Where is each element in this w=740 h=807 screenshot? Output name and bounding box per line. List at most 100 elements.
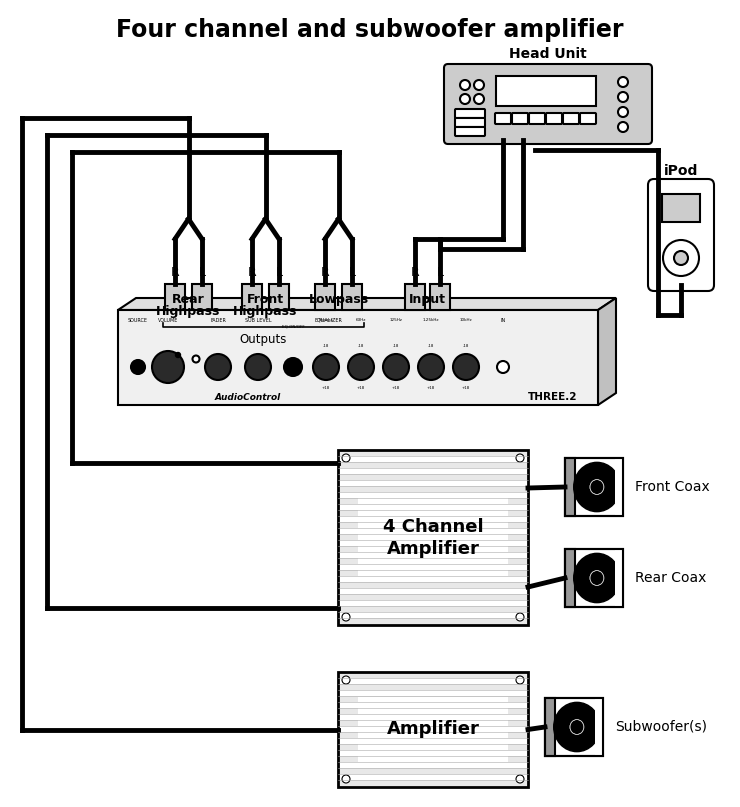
Bar xyxy=(338,498,528,504)
Text: Rear Coax: Rear Coax xyxy=(635,571,707,585)
Text: R: R xyxy=(171,266,179,279)
Bar xyxy=(338,570,528,576)
Bar xyxy=(338,564,528,570)
Circle shape xyxy=(453,354,479,380)
Text: L: L xyxy=(349,266,355,279)
FancyBboxPatch shape xyxy=(529,113,545,124)
Bar xyxy=(615,549,623,607)
Circle shape xyxy=(618,77,628,87)
Bar xyxy=(338,684,528,690)
Bar xyxy=(338,594,528,600)
Circle shape xyxy=(516,775,524,783)
Circle shape xyxy=(245,354,271,380)
Bar xyxy=(342,284,362,310)
Bar xyxy=(338,552,528,558)
FancyBboxPatch shape xyxy=(455,118,485,127)
FancyBboxPatch shape xyxy=(563,113,579,124)
Bar xyxy=(565,458,623,516)
Text: Outputs: Outputs xyxy=(240,333,287,346)
Bar xyxy=(615,458,623,516)
Ellipse shape xyxy=(574,462,620,512)
Bar xyxy=(565,458,623,516)
Bar xyxy=(338,450,528,625)
Bar xyxy=(338,714,528,720)
Text: -18: -18 xyxy=(323,344,329,348)
Circle shape xyxy=(474,80,484,90)
Circle shape xyxy=(284,358,302,376)
Bar xyxy=(338,702,528,708)
Text: -18: -18 xyxy=(358,344,364,348)
Bar xyxy=(358,697,508,762)
Bar xyxy=(565,549,623,607)
Bar xyxy=(545,698,603,756)
Text: Front Coax: Front Coax xyxy=(635,480,710,494)
Circle shape xyxy=(348,354,374,380)
Text: 4 Channel: 4 Channel xyxy=(383,519,483,537)
Text: Four channel and subwoofer amplifier: Four channel and subwoofer amplifier xyxy=(116,18,624,42)
Text: AudioControl: AudioControl xyxy=(215,392,281,402)
Bar xyxy=(338,582,528,588)
Text: -18: -18 xyxy=(428,344,434,348)
Bar xyxy=(165,284,185,310)
Text: SUB LEVEL: SUB LEVEL xyxy=(245,318,272,323)
Bar xyxy=(565,549,575,607)
Bar xyxy=(358,495,508,580)
Text: +18: +18 xyxy=(357,386,365,390)
Circle shape xyxy=(342,676,350,684)
Circle shape xyxy=(342,613,350,621)
Bar xyxy=(545,698,555,756)
Text: EQ ON/OFF: EQ ON/OFF xyxy=(282,325,304,329)
Bar xyxy=(338,738,528,744)
Bar xyxy=(338,492,528,498)
Bar xyxy=(338,690,528,696)
Bar xyxy=(338,588,528,594)
Circle shape xyxy=(152,351,184,383)
Circle shape xyxy=(192,356,200,362)
Bar xyxy=(565,549,623,607)
Bar xyxy=(338,756,528,762)
Text: Subwoofer(s): Subwoofer(s) xyxy=(615,720,707,734)
Bar xyxy=(315,284,335,310)
Text: Lowpass: Lowpass xyxy=(309,293,369,306)
Circle shape xyxy=(175,353,181,358)
Text: Rear: Rear xyxy=(172,293,205,306)
Text: 63Hz: 63Hz xyxy=(356,318,366,322)
Bar xyxy=(338,780,528,786)
Bar xyxy=(338,774,528,780)
Bar xyxy=(338,516,528,522)
Circle shape xyxy=(663,240,699,276)
Bar xyxy=(595,698,603,756)
Text: -18: -18 xyxy=(393,344,399,348)
Text: Amplifier: Amplifier xyxy=(386,721,480,738)
Bar xyxy=(405,284,425,310)
Text: +18: +18 xyxy=(322,386,330,390)
Circle shape xyxy=(474,94,484,104)
Circle shape xyxy=(460,80,470,90)
Text: +18: +18 xyxy=(427,386,435,390)
Bar xyxy=(338,480,528,486)
Bar xyxy=(338,558,528,564)
Bar xyxy=(338,468,528,474)
Bar xyxy=(338,462,528,468)
Circle shape xyxy=(460,94,470,104)
Circle shape xyxy=(516,676,524,684)
Circle shape xyxy=(618,122,628,132)
Text: SOURCE: SOURCE xyxy=(128,318,148,323)
Bar xyxy=(545,698,603,756)
Circle shape xyxy=(618,107,628,117)
Bar xyxy=(338,504,528,510)
Bar xyxy=(338,474,528,480)
Text: FADER: FADER xyxy=(210,318,226,323)
Bar xyxy=(338,486,528,492)
Circle shape xyxy=(516,613,524,621)
Text: THREE.2: THREE.2 xyxy=(528,392,578,402)
Circle shape xyxy=(674,251,688,265)
FancyBboxPatch shape xyxy=(455,109,485,118)
Bar xyxy=(338,768,528,774)
Text: Amplifier: Amplifier xyxy=(386,541,480,558)
Text: R: R xyxy=(411,266,420,279)
Bar xyxy=(338,672,528,787)
Bar xyxy=(338,750,528,756)
Ellipse shape xyxy=(574,554,620,603)
Text: IN: IN xyxy=(500,318,505,323)
